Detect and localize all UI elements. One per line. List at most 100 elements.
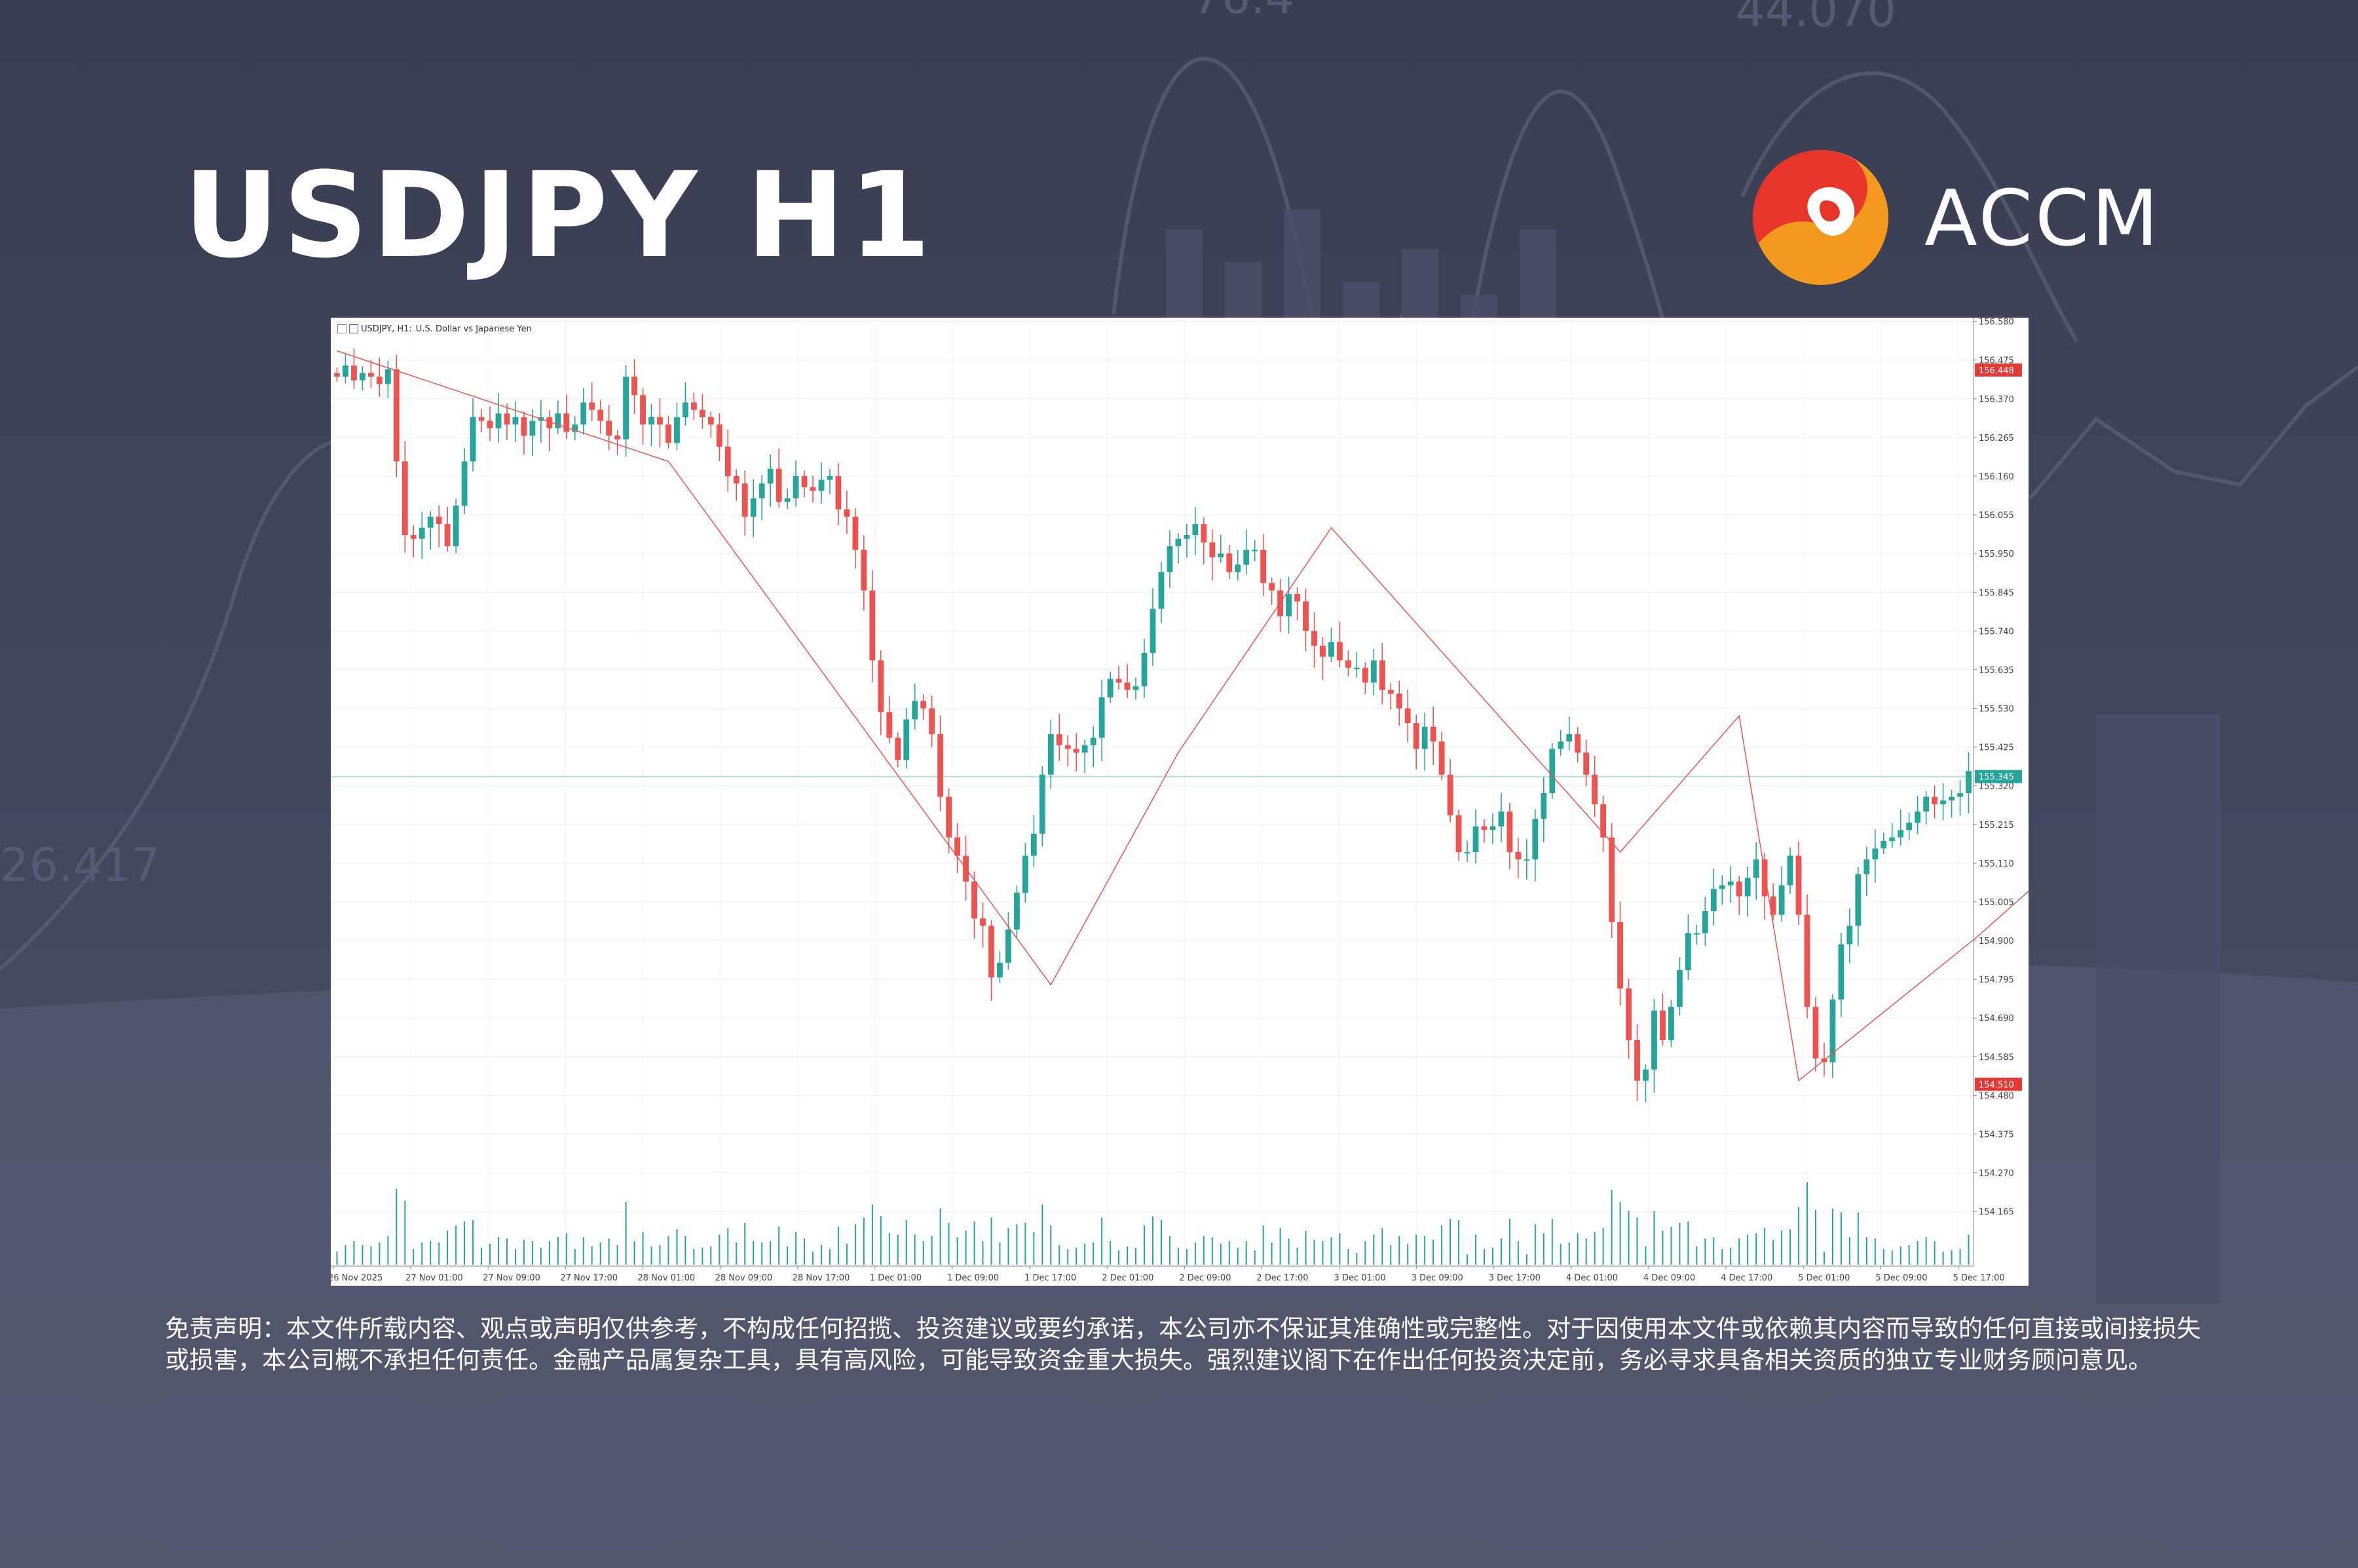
candle-body	[1396, 694, 1402, 709]
y-tick-label: 154.690	[1979, 1014, 2014, 1024]
candle-body	[359, 373, 365, 381]
candle-body	[1583, 753, 1590, 775]
candle-body	[1413, 723, 1419, 749]
y-tick-label: 156.265	[1979, 434, 2014, 443]
candle-body	[1668, 1007, 1674, 1040]
candle-body	[946, 796, 952, 838]
candle-body	[461, 461, 468, 506]
candle-body	[657, 417, 663, 425]
candle-body	[758, 483, 765, 498]
candle-body	[1549, 749, 1556, 793]
y-tick-label: 155.320	[1979, 782, 2014, 792]
candlestick-chart[interactable]: 156.580156.475156.370156.265156.160156.0…	[331, 318, 2029, 1286]
chart-description: U.S. Dollar vs Japanese Yen	[415, 324, 532, 334]
bg-number-1: 76.4	[1192, 0, 1294, 24]
candle-body	[1056, 734, 1062, 745]
candle-body	[971, 882, 977, 919]
candle-body	[1855, 874, 1862, 926]
x-tick-label: 2 Dec 01:00	[1102, 1273, 1153, 1283]
candle-body	[793, 476, 799, 498]
candle-body	[402, 461, 408, 536]
candle-body	[1744, 878, 1751, 897]
x-tick-label: 5 Dec 09:00	[1875, 1273, 1927, 1283]
candle-body	[1575, 734, 1581, 753]
candle-body	[1064, 745, 1071, 749]
candle-body	[674, 417, 680, 443]
candle-body	[1175, 538, 1182, 546]
candle-body	[1753, 859, 1759, 878]
candle-body	[1592, 774, 1598, 804]
candle-body	[1727, 882, 1734, 886]
candle-body	[1863, 859, 1870, 874]
candle-body	[1269, 583, 1275, 591]
y-tick-label: 156.055	[1979, 511, 2014, 521]
brand-logo: ACCM	[1749, 145, 2194, 289]
candle-body	[512, 417, 519, 425]
candle-body	[1370, 660, 1377, 683]
candle-body	[1209, 542, 1216, 557]
y-tick-label: 155.635	[1979, 665, 2014, 675]
candle-body	[1524, 859, 1530, 861]
candle-body	[1481, 826, 1488, 831]
candle-body	[980, 918, 986, 926]
candle-body	[912, 701, 918, 720]
candle-body	[1898, 830, 1904, 838]
candle-body	[334, 373, 340, 377]
y-tick-label: 156.160	[1979, 472, 2014, 482]
candle-body	[1218, 553, 1224, 557]
y-tick-label: 154.585	[1979, 1053, 2014, 1062]
candle-body	[707, 417, 714, 425]
candle-body	[1506, 812, 1513, 852]
candle-body	[1124, 682, 1131, 690]
candle-body	[1795, 855, 1802, 915]
chart-panel[interactable]: 156.580 156.475 156.370 156.265 156.160 156.0…	[331, 318, 2029, 1286]
x-tick-label: 28 Nov 01:00	[637, 1273, 695, 1283]
candle-body	[1328, 642, 1334, 657]
candle-body	[861, 550, 867, 591]
x-tick-label: 3 Dec 09:00	[1412, 1273, 1463, 1283]
candle-body	[410, 535, 417, 539]
candle-body	[1609, 837, 1615, 922]
x-tick-label: 4 Dec 01:00	[1566, 1273, 1618, 1283]
candle-body	[1558, 741, 1564, 749]
x-tick-label: 1 Dec 01:00	[870, 1273, 922, 1283]
candle-body	[1472, 826, 1479, 852]
candle-body	[1379, 660, 1385, 690]
x-tick-label: 1 Dec 17:00	[1024, 1273, 1076, 1283]
candle-body	[741, 483, 748, 517]
candle-body	[1387, 690, 1394, 694]
x-tick-label: 27 Nov 01:00	[405, 1273, 463, 1283]
candle-body	[1201, 524, 1207, 543]
candle-body	[1430, 726, 1436, 742]
candle-body	[470, 417, 476, 462]
candle-body	[606, 420, 612, 436]
candle-body	[1634, 1039, 1640, 1081]
price-tag-label: 155.345	[1979, 773, 2014, 783]
candle-body	[1311, 631, 1317, 646]
x-tick-label: 3 Dec 17:00	[1489, 1273, 1541, 1283]
candle-body	[504, 413, 510, 425]
candle-body	[699, 409, 705, 417]
candle-body	[495, 413, 502, 428]
chart-grid-icon	[337, 324, 346, 333]
candle-body	[419, 527, 425, 539]
candle-body	[1022, 855, 1028, 893]
candle-body	[1787, 855, 1793, 886]
candle-body	[1693, 933, 1700, 935]
candle-body	[1039, 774, 1045, 834]
candle-body	[1404, 708, 1411, 724]
price-tag-label: 154.510	[1979, 1081, 2014, 1091]
candle-body	[529, 420, 536, 436]
candle-body	[1353, 667, 1360, 669]
candle-body	[623, 377, 629, 439]
x-tick-label: 26 Nov 2025	[331, 1273, 383, 1283]
candle-body	[1872, 848, 1879, 860]
candle-body	[1940, 800, 1947, 804]
candle-body	[367, 373, 374, 377]
candle-body	[1846, 925, 1853, 944]
candle-body	[1235, 565, 1241, 572]
candle-body	[1455, 815, 1462, 852]
candle-body	[665, 424, 671, 443]
candle-body	[1829, 999, 1836, 1062]
candle-body	[750, 498, 757, 517]
